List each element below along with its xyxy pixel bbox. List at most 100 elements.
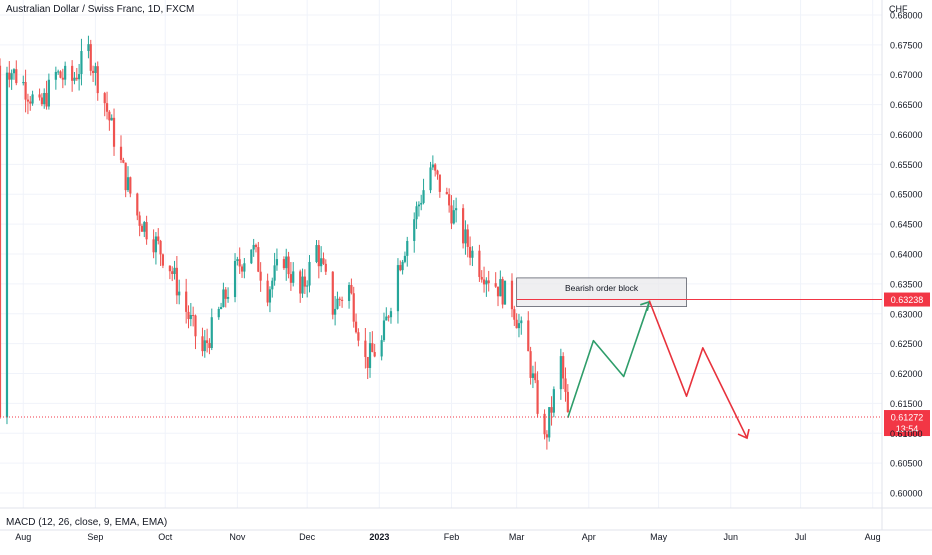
candle-body	[45, 92, 48, 107]
candle-body	[513, 309, 516, 320]
candle-body	[464, 229, 467, 244]
candle-body	[501, 279, 504, 305]
candle-body	[371, 343, 374, 353]
projection-down-line	[648, 300, 748, 439]
candle-body	[289, 274, 292, 283]
candle-body	[87, 44, 90, 52]
candle-body	[299, 271, 302, 294]
price-tick-label: 0.62000	[890, 369, 923, 379]
candle-body	[145, 222, 148, 240]
candle-body	[10, 73, 13, 80]
candle-body	[217, 309, 220, 318]
candle-body	[103, 93, 106, 104]
candle-body	[380, 340, 383, 357]
candle-body	[126, 177, 130, 191]
price-tick-label: 0.65500	[890, 160, 923, 170]
macd-indicator-label[interactable]: MACD (12, 26, close, 9, EMA, EMA)	[6, 517, 168, 528]
candle-body	[22, 82, 25, 84]
currency-label: CHF	[889, 4, 908, 14]
candle-body	[520, 320, 523, 324]
candle-body	[552, 389, 555, 413]
candle-body	[73, 77, 76, 81]
projection-path	[567, 300, 750, 440]
countdown-text: 13:54	[896, 424, 919, 434]
candle-body	[548, 407, 551, 438]
candle-body	[452, 210, 455, 224]
last-price-badge	[884, 410, 930, 437]
candle-body	[482, 279, 486, 285]
candle-body	[543, 413, 546, 435]
candle-body	[250, 249, 253, 264]
candle-body	[268, 289, 272, 303]
candle-body	[422, 190, 425, 203]
candle-body	[91, 70, 95, 73]
candle-body	[340, 299, 344, 301]
price-tick-label: 0.63500	[890, 279, 923, 289]
time-tick-label: Aug	[865, 532, 881, 542]
candle-body	[527, 320, 530, 352]
candle-body	[324, 263, 327, 272]
candle-body	[222, 289, 225, 308]
candle-body	[266, 280, 269, 303]
candle-body	[303, 276, 306, 287]
candle-body	[80, 51, 83, 75]
symbol-title[interactable]: Australian Dollar / Swiss Franc, 1D, FXC…	[6, 4, 195, 15]
candle-body	[448, 194, 451, 206]
candle-body	[494, 283, 497, 287]
candle-body	[401, 261, 404, 271]
candle-body	[54, 71, 57, 80]
order-block-level-badge	[884, 292, 930, 307]
candle-body	[89, 44, 92, 71]
candle-body	[536, 380, 539, 414]
candle-body	[189, 315, 192, 320]
time-tick-label: May	[650, 532, 668, 542]
candle-body	[233, 260, 237, 298]
candle-body	[550, 407, 553, 413]
candle-body	[24, 82, 27, 100]
candle-body	[320, 258, 323, 267]
candle-body	[168, 265, 171, 272]
candle-body	[559, 356, 562, 390]
candle-body	[119, 146, 123, 161]
price-tick-label: 0.60500	[890, 459, 923, 469]
bearish-order-block[interactable]: Bearish order block	[516, 277, 687, 307]
candle-body	[387, 316, 390, 318]
candle-body	[471, 250, 474, 258]
candle-body	[468, 246, 472, 258]
candle-body	[480, 276, 483, 280]
projection-down-arrowhead	[737, 428, 750, 440]
time-tick-label: 2023	[369, 532, 389, 542]
candle-body	[273, 265, 276, 281]
time-axis[interactable]: Aug Sep Oct Nov Dec 2023 Feb Mar Apr May Jun Jul Aug	[15, 532, 880, 542]
price-tick-label: 0.64000	[890, 250, 923, 260]
candle-body	[175, 267, 178, 296]
candle-body	[562, 356, 565, 379]
candle-body	[350, 285, 353, 294]
candle-body	[534, 373, 537, 381]
price-tick-label: 0.60000	[890, 489, 923, 499]
candle-body	[275, 259, 279, 266]
candle-body	[8, 72, 11, 80]
candle-body	[308, 261, 311, 286]
candle-body	[38, 94, 41, 98]
candle-body	[210, 317, 213, 349]
candle-body	[352, 293, 355, 322]
candle-body	[331, 271, 334, 315]
candle-body	[385, 316, 388, 321]
candle-body	[406, 240, 409, 256]
candle-body	[57, 71, 60, 73]
candle-body	[382, 320, 386, 341]
candle-body	[301, 276, 304, 294]
candle-body	[254, 244, 258, 248]
candle-body	[226, 297, 230, 299]
price-axis[interactable]: 0.68000 0.67500 0.67000 0.66500 0.66000 0.655…	[890, 10, 923, 498]
candle-body	[129, 177, 132, 194]
candle-body	[357, 332, 360, 341]
candle-body	[515, 319, 518, 329]
time-tick-label: Dec	[299, 532, 316, 542]
candle-body	[203, 340, 206, 352]
candle-body	[140, 225, 144, 232]
candle-body	[143, 222, 146, 232]
